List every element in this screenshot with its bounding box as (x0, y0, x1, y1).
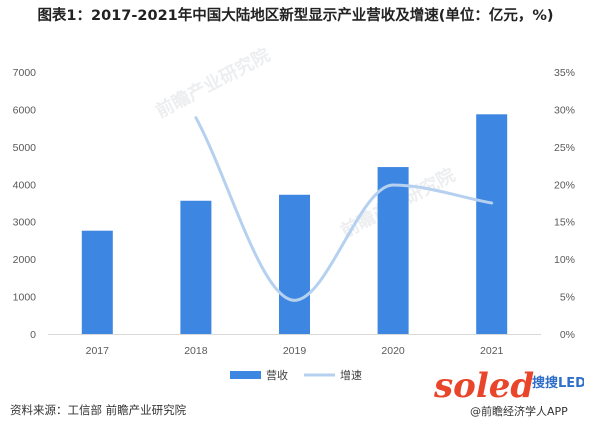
bar (180, 200, 212, 334)
bar (377, 167, 409, 334)
y-right-tick-label: 20% (554, 179, 575, 191)
y-axis-left: 0 1000 2000 3000 4000 5000 6000 7000 (13, 67, 37, 341)
watermark-text: 前瞻产业研究院 (152, 44, 274, 123)
y-left-tick-label: 6000 (13, 104, 37, 116)
legend-swatch-bar (230, 371, 261, 379)
growth-line (194, 116, 494, 302)
x-tick-label: 2020 (381, 345, 405, 357)
bar (476, 114, 508, 335)
legend-item-growth: 增速 (304, 368, 362, 382)
brand-app-label: @前瞻经济学人APP (470, 405, 568, 418)
legend: 营收 增速 (230, 368, 362, 382)
y-left-tick-label: 4000 (13, 179, 37, 191)
y-left-tick-label: 0 (30, 329, 36, 341)
legend-label: 增速 (340, 368, 362, 382)
brand-logo-subtext: 搜搜LED网 (532, 375, 584, 391)
x-tick-label: 2018 (184, 345, 208, 357)
legend-item-revenue: 营收 (230, 368, 288, 382)
svg-text:前瞻产业研究院: 前瞻产业研究院 (152, 44, 274, 123)
y-right-tick-label: 0% (560, 329, 575, 341)
y-axis-right: 0% 5% 10% 15% 20% 25% 30% 35% (554, 67, 575, 341)
bar-series (81, 114, 508, 335)
y-left-tick-label: 1000 (13, 292, 37, 304)
source-note: 资料来源：工信部 前瞻产业研究院 (10, 403, 187, 417)
y-left-tick-label: 7000 (13, 67, 37, 79)
y-left-tick-label: 3000 (13, 217, 37, 229)
x-tick-label: 2019 (283, 345, 307, 357)
legend-label: 营收 (266, 368, 288, 382)
x-axis: 2017 2018 2019 2020 2021 (86, 345, 504, 357)
brand-logo-text: soled (433, 366, 534, 406)
brand-logo: soled 搜搜LED网 (433, 366, 584, 406)
y-right-tick-label: 35% (554, 67, 575, 79)
chart-title: 图表1：2017-2021年中国大陆地区新型显示产业营收及增速(单位：亿元，%) (37, 8, 554, 24)
y-right-tick-label: 15% (554, 217, 575, 229)
y-right-tick-label: 25% (554, 142, 575, 154)
y-left-tick-label: 5000 (13, 142, 37, 154)
line-series (194, 116, 494, 302)
x-tick-label: 2017 (86, 345, 110, 357)
y-right-tick-label: 5% (560, 292, 575, 304)
x-tick-label: 2021 (480, 345, 504, 357)
y-right-tick-label: 30% (554, 104, 575, 116)
bar (279, 194, 310, 334)
y-right-tick-label: 10% (554, 254, 575, 266)
y-left-tick-label: 2000 (13, 254, 37, 266)
bar (81, 230, 113, 334)
